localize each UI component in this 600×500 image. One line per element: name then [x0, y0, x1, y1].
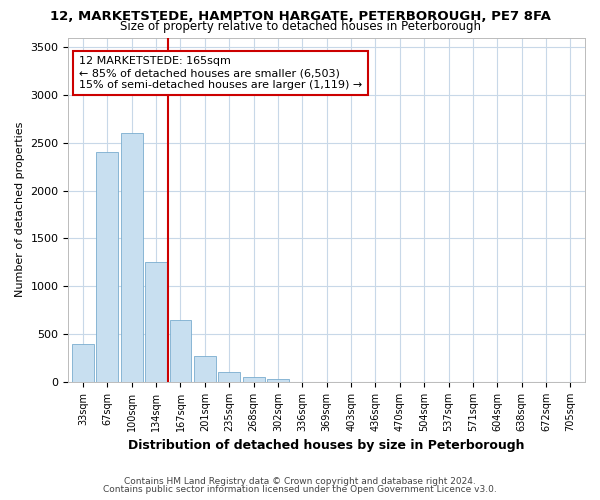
Bar	[97, 152, 118, 382]
Bar	[242, 378, 265, 382]
Bar	[72, 344, 94, 382]
Bar	[121, 133, 143, 382]
Bar	[145, 262, 167, 382]
Text: 12, MARKETSTEDE, HAMPTON HARGATE, PETERBOROUGH, PE7 8FA: 12, MARKETSTEDE, HAMPTON HARGATE, PETERB…	[50, 10, 550, 23]
Bar	[218, 372, 240, 382]
Text: Contains HM Land Registry data © Crown copyright and database right 2024.: Contains HM Land Registry data © Crown c…	[124, 477, 476, 486]
X-axis label: Distribution of detached houses by size in Peterborough: Distribution of detached houses by size …	[128, 440, 525, 452]
Y-axis label: Number of detached properties: Number of detached properties	[15, 122, 25, 298]
Text: Size of property relative to detached houses in Peterborough: Size of property relative to detached ho…	[119, 20, 481, 33]
Bar	[267, 379, 289, 382]
Bar	[194, 356, 216, 382]
Bar	[170, 320, 191, 382]
Text: Contains public sector information licensed under the Open Government Licence v3: Contains public sector information licen…	[103, 485, 497, 494]
Text: 12 MARKETSTEDE: 165sqm
← 85% of detached houses are smaller (6,503)
15% of semi-: 12 MARKETSTEDE: 165sqm ← 85% of detached…	[79, 56, 362, 90]
